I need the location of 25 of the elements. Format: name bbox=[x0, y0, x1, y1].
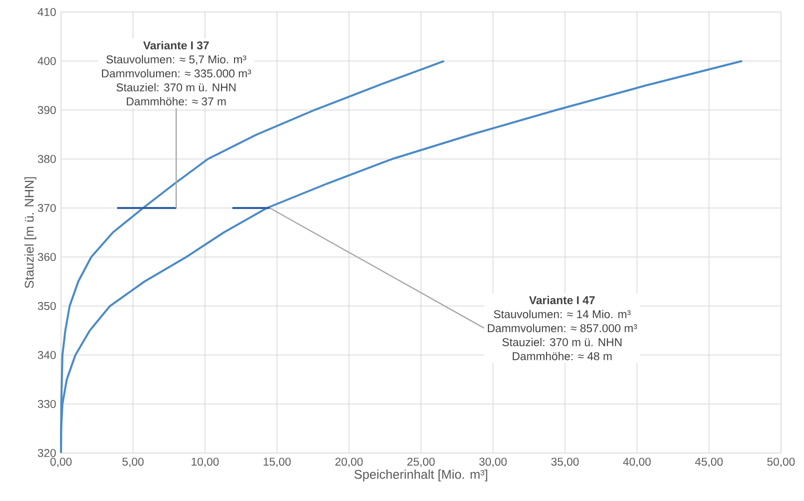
x-tick-label: 25,00 bbox=[407, 458, 435, 468]
x-axis-title: Speicherinhalt [Mio. m³] bbox=[354, 470, 488, 482]
x-tick-label: 15,00 bbox=[264, 458, 291, 468]
x-tick-label: 10,00 bbox=[192, 458, 219, 468]
y-tick-label: 360 bbox=[38, 253, 56, 262]
x-tick-label: 0,00 bbox=[50, 458, 72, 468]
annotation: Variante I 47 Stauvolumen: ≈ 14 Mio. m³ Dammvolumen: ≈ 857.000 m³ Stauziel: 370 m ü. NHN Dammhöhe: ≈ 48 m bbox=[488, 296, 638, 360]
annotation: Variante I 37 Stauvolumen: ≈ 5,7 Mio. m³ Dammvolumen: ≈ 335.000 m³ Stauziel: 370 m ü. NHN Dammhöhe: ≈ 37 m bbox=[102, 41, 252, 106]
x-tick-label: 20,00 bbox=[335, 458, 363, 468]
y-axis-title: Stauziel [m ü. NHN] bbox=[24, 177, 36, 288]
y-tick-label: 380 bbox=[38, 155, 56, 164]
x-tick-label: 40,00 bbox=[623, 458, 651, 468]
x-tick-label: 35,00 bbox=[551, 458, 579, 468]
y-tick-label: 390 bbox=[38, 106, 56, 114]
x-tick-label: 30,00 bbox=[479, 458, 507, 468]
x-tick-label: 5,00 bbox=[122, 458, 144, 468]
y-tick-label: 320 bbox=[38, 449, 56, 458]
y-tick-label: 410 bbox=[38, 8, 56, 16]
y-tick-label: 340 bbox=[38, 351, 56, 360]
y-tick-label: 330 bbox=[38, 400, 56, 408]
x-tick-label: 50,00 bbox=[767, 458, 795, 468]
x-tick-label: 45,00 bbox=[695, 458, 723, 468]
y-tick-label: 350 bbox=[38, 302, 56, 310]
y-tick-label: 370 bbox=[38, 204, 56, 212]
y-tick-label: 400 bbox=[38, 57, 56, 66]
